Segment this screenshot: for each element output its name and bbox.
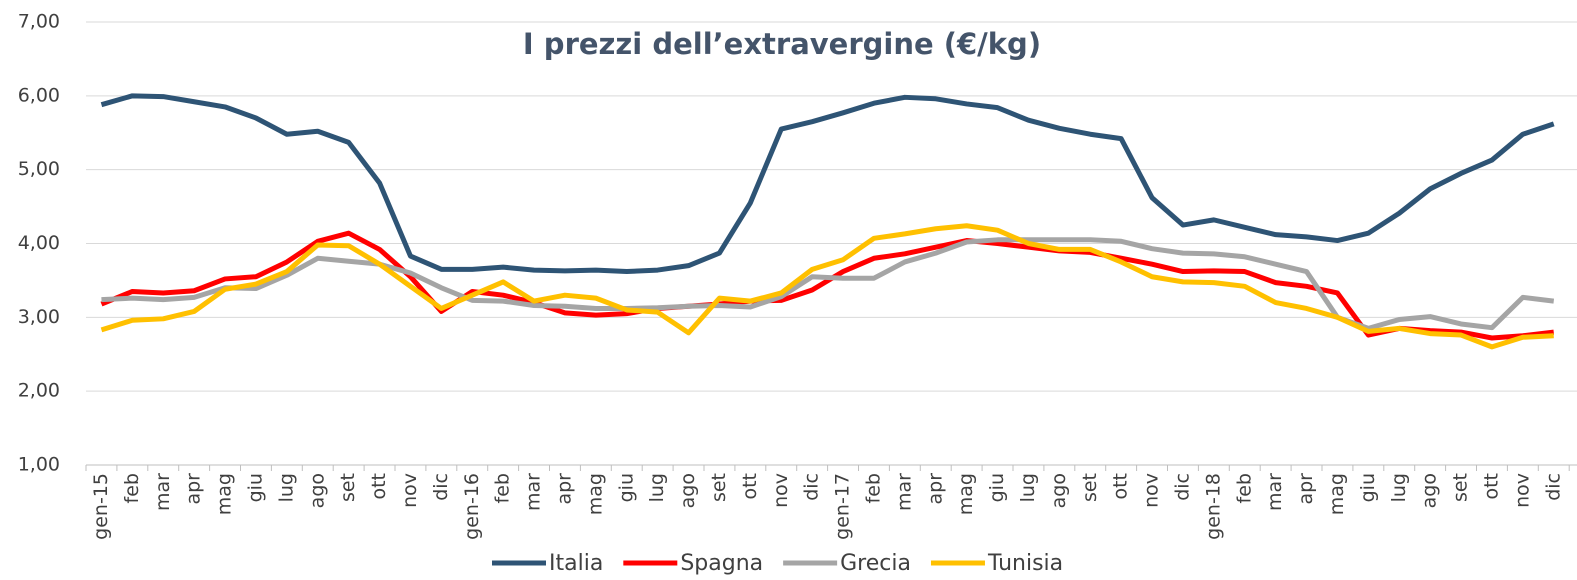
legend-label: Spagna	[680, 551, 763, 576]
x-tick-label: apr	[924, 473, 946, 505]
x-tick-label: mag	[584, 473, 606, 515]
y-tick-label: 6,00	[18, 84, 60, 106]
x-tick-label: giu	[615, 473, 637, 502]
x-tick-label: set	[1450, 473, 1472, 502]
x-tick-label: giu	[1357, 473, 1379, 502]
x-tick-label: mar	[893, 473, 915, 511]
legend-label: Grecia	[840, 551, 911, 576]
x-tick-label: gen-15	[90, 473, 112, 540]
legend-label: Italia	[549, 551, 603, 576]
x-tick-label: ott	[739, 473, 761, 500]
x-tick-label: mag	[214, 473, 236, 515]
x-tick-label: ott	[1480, 473, 1502, 500]
y-tick-label: 2,00	[18, 380, 60, 402]
x-tick-label: gen-16	[461, 473, 483, 540]
x-tick-label: ott	[1110, 473, 1132, 500]
x-tick-label: apr	[183, 473, 205, 505]
x-tick-label: nov	[1511, 473, 1533, 508]
x-tick-label: feb	[121, 473, 143, 503]
x-tick-label: nov	[770, 473, 792, 508]
x-tick-label: gen-17	[832, 473, 854, 540]
x-tick-label: set	[708, 473, 730, 502]
line-series	[100, 93, 1555, 275]
y-tick-label: 1,00	[18, 454, 60, 476]
chart-title: I prezzi dell’extravergine (€/kg)	[523, 27, 1041, 61]
x-tick-label: ago	[1419, 473, 1441, 508]
y-tick-label: 3,00	[18, 306, 60, 328]
x-tick-label: giu	[244, 473, 266, 502]
x-tick-label: mag	[955, 473, 977, 515]
x-tick-label: nov	[1141, 473, 1163, 508]
x-tick-label: feb	[862, 473, 884, 503]
x-tick-label: ott	[368, 473, 390, 500]
legend-label: Tunisia	[987, 551, 1063, 576]
x-tick-label: lug	[1017, 473, 1039, 502]
x-tick-label: feb	[1233, 473, 1255, 503]
x-tick-label: ago	[1048, 473, 1070, 508]
y-tick-label: 4,00	[18, 232, 60, 254]
x-tick-label: dic	[1542, 473, 1564, 501]
x-tick-label: mar	[523, 473, 545, 511]
x-tick-label: apr	[553, 473, 575, 505]
x-tick-label: giu	[986, 473, 1008, 502]
line-series	[100, 230, 1555, 341]
x-tick-label: ago	[306, 473, 328, 508]
y-tick-label: 7,00	[18, 11, 60, 33]
x-tick-label: set	[337, 473, 359, 502]
x-tick-label: lug	[646, 473, 668, 502]
x-tick-label: apr	[1295, 473, 1317, 505]
y-tick-label: 5,00	[18, 158, 60, 180]
x-tick-label: lug	[1388, 473, 1410, 502]
x-tick-label: dic	[801, 473, 823, 501]
x-tick-label: dic	[1171, 473, 1193, 501]
x-tick-label: dic	[430, 473, 452, 501]
x-tick-label: mag	[1326, 473, 1348, 515]
x-tick-label: set	[1079, 473, 1101, 502]
line-series	[100, 223, 1554, 350]
x-tick-label: mar	[152, 473, 174, 511]
x-tick-label: feb	[492, 473, 514, 503]
line-series	[101, 237, 1555, 331]
x-tick-label: nov	[399, 473, 421, 508]
x-tick-label: lug	[275, 473, 297, 502]
x-tick-label: mar	[1264, 473, 1286, 511]
x-tick-label: ago	[677, 473, 699, 508]
x-tick-label: gen-18	[1202, 473, 1224, 540]
